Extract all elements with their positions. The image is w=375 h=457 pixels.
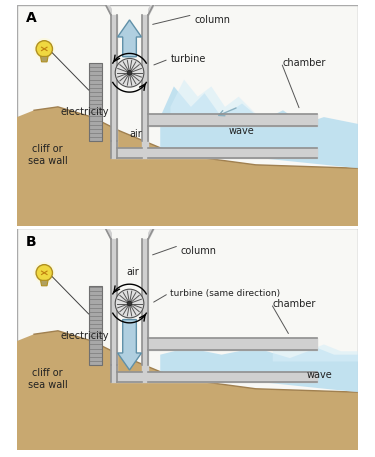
Text: B: B xyxy=(26,235,36,250)
Circle shape xyxy=(33,38,55,60)
Text: electricity: electricity xyxy=(61,331,110,341)
Polygon shape xyxy=(17,331,358,450)
Text: chamber: chamber xyxy=(283,58,326,68)
Text: column: column xyxy=(181,245,217,255)
Polygon shape xyxy=(160,348,358,392)
Text: chamber: chamber xyxy=(273,298,316,308)
Text: cliff or
sea wall: cliff or sea wall xyxy=(28,144,68,166)
Circle shape xyxy=(36,41,52,57)
Text: cliff or
sea wall: cliff or sea wall xyxy=(28,368,68,390)
Text: turbine: turbine xyxy=(171,54,206,64)
Text: wave: wave xyxy=(228,126,254,136)
Circle shape xyxy=(127,301,132,306)
Polygon shape xyxy=(273,345,358,361)
Polygon shape xyxy=(17,107,358,226)
Circle shape xyxy=(115,289,144,318)
Polygon shape xyxy=(171,80,256,121)
Polygon shape xyxy=(40,56,48,62)
Polygon shape xyxy=(160,86,358,168)
Bar xyxy=(88,287,102,365)
Text: air: air xyxy=(129,129,142,139)
Circle shape xyxy=(115,58,144,87)
Text: electricity: electricity xyxy=(61,107,110,117)
Text: column: column xyxy=(194,15,230,25)
Polygon shape xyxy=(118,319,141,370)
Polygon shape xyxy=(40,280,48,286)
Text: wave: wave xyxy=(307,370,333,380)
Polygon shape xyxy=(118,20,141,57)
Circle shape xyxy=(36,265,52,281)
Circle shape xyxy=(33,262,55,284)
Bar xyxy=(88,63,102,141)
Text: air: air xyxy=(127,267,140,277)
Text: turbine (same direction): turbine (same direction) xyxy=(171,289,280,298)
Text: A: A xyxy=(26,11,36,26)
Circle shape xyxy=(127,70,132,75)
